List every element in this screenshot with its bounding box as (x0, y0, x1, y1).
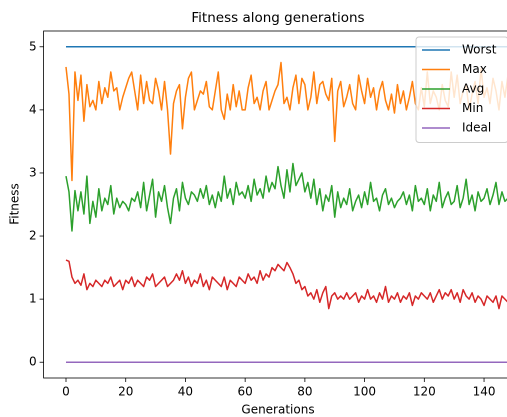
y-tick-label: 3 (29, 165, 37, 179)
x-tick-label: 80 (297, 385, 312, 399)
x-tick-label: 40 (178, 385, 193, 399)
x-tick-label: 140 (473, 385, 496, 399)
y-axis-label: Fitness (8, 183, 22, 225)
x-tick-label: 60 (238, 385, 253, 399)
y-tick-label: 2 (29, 229, 37, 243)
x-tick-label: 20 (118, 385, 133, 399)
y-tick-label: 0 (29, 355, 37, 369)
legend-label: Worst (462, 43, 497, 57)
y-tick-label: 4 (29, 102, 37, 116)
legend-label: Ideal (462, 121, 491, 135)
x-axis-label: Generations (241, 403, 314, 417)
legend: Worst Max Avg Min Ideal (415, 36, 507, 143)
series-line (65, 162, 507, 232)
series-line (65, 259, 507, 310)
y-tick-label: 1 (29, 292, 37, 306)
chart-title: Fitness along generations (191, 10, 364, 26)
plot-frame (43, 30, 507, 379)
x-tick-label: 0 (62, 385, 70, 399)
y-tick-label: 5 (29, 39, 37, 53)
legend-label: Min (462, 101, 483, 115)
legend-label: Max (462, 62, 487, 76)
legend-box (415, 36, 507, 143)
legend-label: Avg (462, 82, 484, 96)
x-tick-label: 120 (413, 385, 436, 399)
x-tick-label: 100 (353, 385, 376, 399)
